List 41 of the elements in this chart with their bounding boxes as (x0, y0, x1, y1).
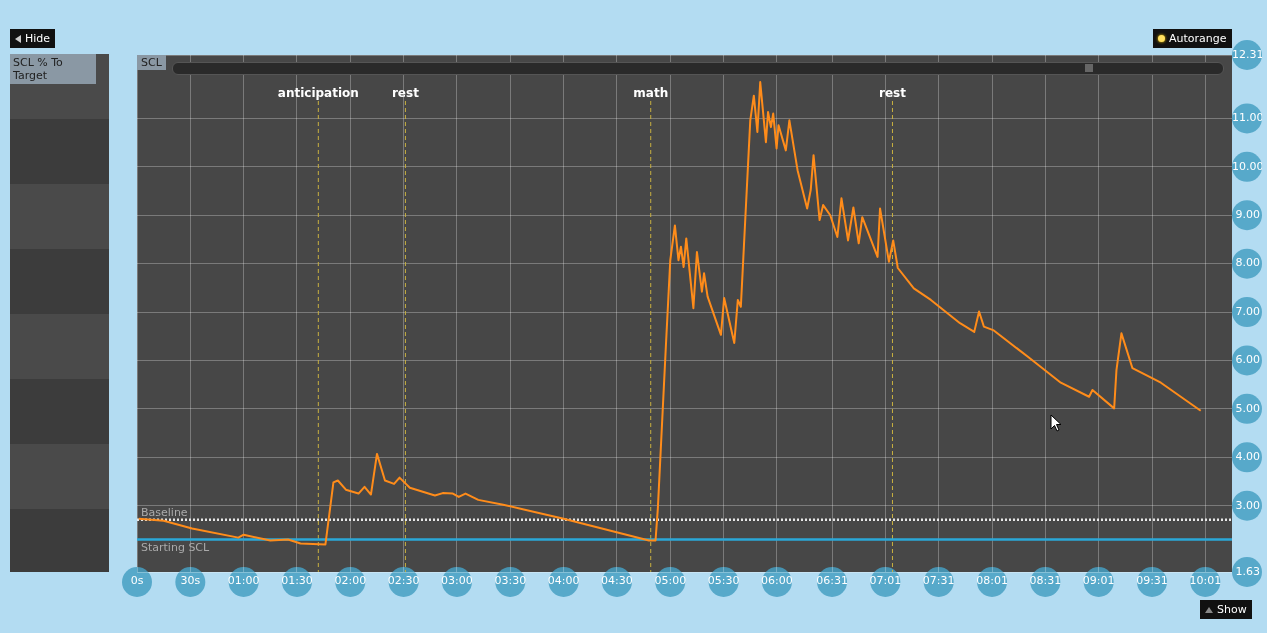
x-tick-label: 03:30 (494, 574, 527, 588)
x-tick-label: 06:31 (816, 574, 848, 588)
x-tick-label: 08:31 (1029, 574, 1062, 588)
x-tick-label: 01:30 (281, 574, 313, 588)
x-tick-label: 07:31 (922, 574, 955, 588)
y-axis-title: SCL (137, 55, 166, 70)
y-tick-label: 7.00 (1235, 304, 1260, 318)
ref-line-label: math (633, 86, 669, 101)
x-tick-label: 04:30 (601, 574, 633, 588)
text: Autorange (1169, 32, 1227, 45)
x-tick-label: 10:01 (1189, 574, 1222, 588)
text: Show (1217, 603, 1247, 616)
y-tick-label: 1.63 (1235, 564, 1260, 578)
text: Hide (25, 32, 51, 45)
x-tick-label: 09:01 (1082, 574, 1115, 588)
y-tick-label: 8.00 (1235, 256, 1260, 270)
x-tick-label: 30s (180, 574, 201, 588)
ref-line-label: Starting SCL (141, 540, 211, 554)
x-tick-label: 05:30 (707, 574, 740, 588)
y-tick-label: 12.31 (1232, 47, 1264, 61)
ref-line-label: rest (879, 86, 907, 101)
x-tick-label: 0s (130, 574, 144, 588)
x-tick-label: 03:00 (441, 574, 473, 588)
x-tick-label: 02:00 (334, 574, 367, 588)
text: SCL % To Target (10, 54, 96, 84)
y-tick-label: 3.00 (1235, 498, 1260, 512)
x-tick-label: 06:00 (761, 574, 793, 588)
y-tick-label: 5.00 (1235, 401, 1260, 415)
x-tick-label: 09:31 (1136, 574, 1168, 588)
x-tick-label: 05:00 (654, 574, 687, 588)
x-tick-label: 07:01 (869, 574, 902, 588)
ref-line-label: Baseline (141, 506, 188, 520)
y-tick-label: 9.00 (1235, 208, 1260, 222)
y-tick-label: 6.00 (1235, 353, 1260, 367)
ref-line-label: anticipation (277, 86, 359, 101)
x-tick-label: 01:00 (227, 574, 260, 588)
x-tick-label: 02:30 (387, 574, 420, 588)
ref-line-label: rest (391, 86, 420, 101)
x-tick-label: 08:01 (976, 574, 1008, 588)
x-tick-label: 04:00 (547, 574, 580, 588)
y-tick-label: 4.00 (1235, 450, 1260, 464)
